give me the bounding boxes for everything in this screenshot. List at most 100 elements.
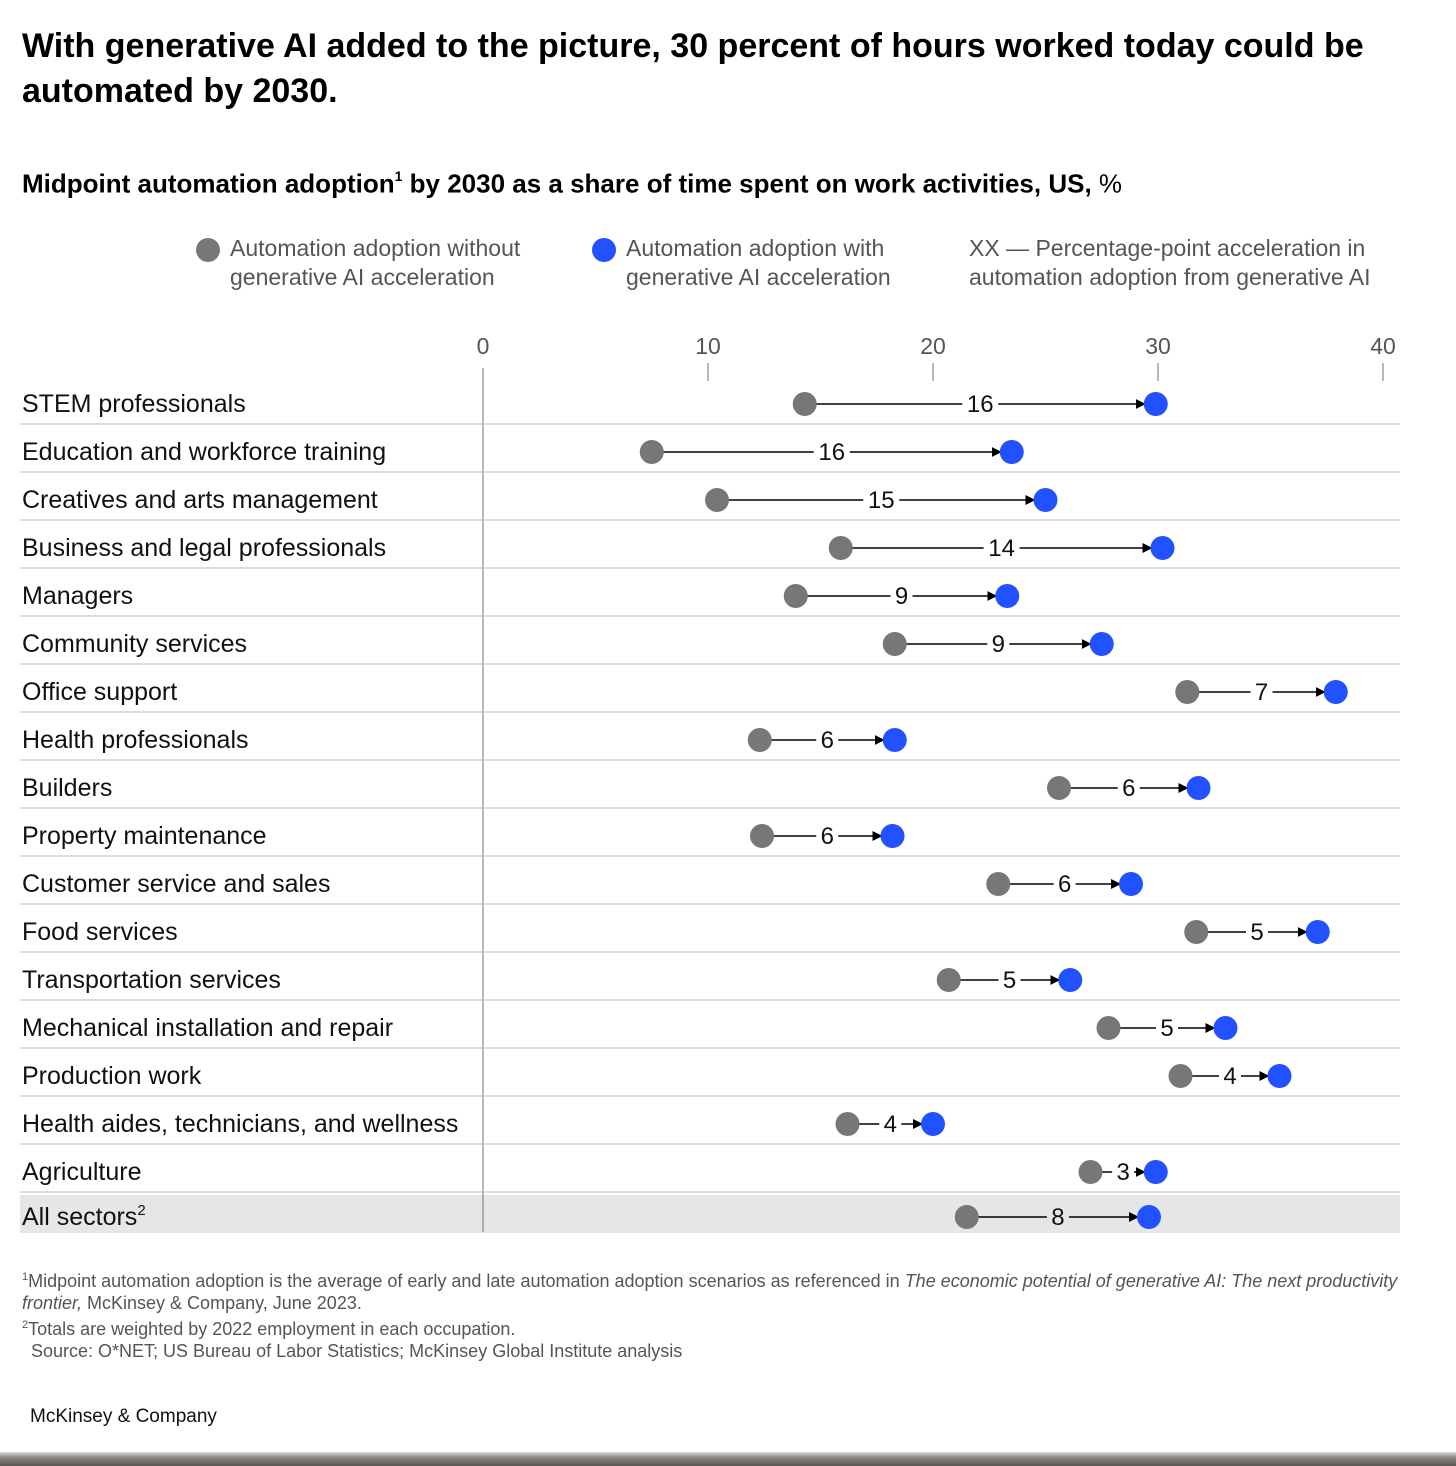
dumbbell-chart: 0 10 20 30 40 STEM professionals 16 Education a…: [20, 333, 1400, 1233]
dot-without: [1168, 1064, 1193, 1088]
legend-without-dot: [196, 238, 220, 262]
legend-without: Automation adoption without generative A…: [196, 234, 570, 292]
row-label: Customer service and sales: [22, 870, 330, 898]
dot-with: [1137, 1205, 1161, 1229]
legend-with-dot: [592, 238, 616, 262]
row-label: Community services: [22, 630, 247, 658]
row-label: Builders: [22, 774, 112, 802]
delta-label: 14: [988, 535, 1015, 562]
dot-without: [954, 1205, 979, 1229]
delta-label: 3: [1116, 1159, 1129, 1186]
dot-with: [880, 824, 905, 848]
footnote-1: 1Midpoint automation adoption is the ave…: [22, 1266, 1422, 1314]
dot-with: [1150, 536, 1175, 560]
legend-with: Automation adoption with generative AI a…: [592, 234, 966, 292]
subtitle-footnote-marker: 1: [394, 168, 403, 184]
dot-with: [882, 728, 907, 752]
row-label-footnote-marker: 2: [137, 1202, 145, 1219]
dot-without: [1078, 1160, 1103, 1184]
dot-without: [639, 440, 664, 464]
row-label: Property maintenance: [22, 822, 267, 850]
delta-label: 5: [1160, 1015, 1173, 1042]
delta-label: 4: [1223, 1063, 1236, 1090]
delta-label: 5: [1250, 919, 1263, 946]
dot-with: [1186, 776, 1211, 800]
dot-with: [999, 440, 1024, 464]
chart-subtitle: Midpoint automation adoption1 by 2030 as…: [22, 160, 1422, 202]
footnote-2-marker: 2: [22, 1319, 29, 1331]
footnote-2: 2Totals are weighted by 2022 employment …: [22, 1314, 1422, 1340]
dot-with: [1058, 968, 1083, 992]
delta-label: 4: [884, 1111, 897, 1138]
x-tick-label: 10: [695, 333, 721, 359]
dot-without: [986, 872, 1011, 896]
delta-label: 16: [818, 439, 845, 466]
dot-without: [882, 632, 907, 656]
legend-with-label: Automation adoption with generative AI a…: [626, 235, 891, 290]
delta-label: 7: [1255, 679, 1268, 706]
dot-without: [705, 488, 729, 512]
dot-without: [747, 728, 772, 752]
dot-without: [1184, 920, 1209, 944]
subtitle-unit: %: [1091, 168, 1123, 199]
footnote-1-tail: McKinsey & Company, June 2023.: [82, 1293, 362, 1313]
delta-label: 9: [895, 583, 908, 610]
dot-with: [921, 1112, 945, 1136]
row-label: Mechanical installation and repair: [22, 1014, 393, 1042]
dot-without: [828, 536, 853, 560]
footnote-2-text: Totals are weighted by 2022 employment i…: [28, 1319, 516, 1339]
row-label: Managers: [22, 582, 133, 610]
delta-label: 6: [821, 823, 834, 850]
row-label: Health professionals: [22, 726, 249, 754]
dot-without: [1175, 680, 1200, 704]
source-note: Source: O*NET; US Bureau of Labor Statis…: [31, 1341, 683, 1361]
brand-logo-text: McKinsey & Company: [30, 1406, 217, 1427]
delta-label: 6: [1122, 775, 1135, 802]
dot-with: [1323, 680, 1348, 704]
row-label: Business and legal professionals: [22, 534, 386, 562]
delta-label: 5: [1003, 967, 1016, 994]
dot-with: [1213, 1016, 1238, 1040]
legend-without-label: Automation adoption without generative A…: [230, 235, 521, 290]
footnote-1-publication: The economic potential of generative AI:…: [22, 1271, 1398, 1313]
dot-without: [936, 968, 961, 992]
delta-label: 6: [821, 727, 834, 754]
delta-label: 16: [967, 391, 994, 418]
dot-without: [1096, 1016, 1121, 1040]
dot-with: [1143, 1160, 1168, 1184]
x-tick-label: 30: [1145, 333, 1171, 359]
dot-without: [835, 1112, 860, 1136]
legend-xx: XX — Percentage-point acceleration in au…: [969, 234, 1409, 292]
dot-with: [1267, 1064, 1292, 1088]
delta-label: 9: [992, 631, 1005, 658]
dot-without: [750, 824, 774, 848]
chart-title: With generative AI added to the picture,…: [22, 27, 1364, 110]
x-tick-label: 20: [920, 333, 946, 359]
row-label: Education and workforce training: [22, 438, 386, 466]
row-label: All sectors2: [22, 1202, 146, 1231]
row-label: Food services: [22, 918, 178, 946]
delta-label: 6: [1058, 871, 1071, 898]
row-label: STEM professionals: [22, 390, 246, 418]
summary-row-band: [20, 1195, 1400, 1233]
footnote-1-text: Midpoint automation adoption is the aver…: [28, 1271, 905, 1291]
subtitle-bold-continued: by 2030 as a share of time spent on work…: [402, 168, 1092, 199]
row-label: Office support: [22, 678, 177, 706]
dot-with: [1089, 632, 1114, 656]
dot-with: [1305, 920, 1330, 944]
dot-with: [1119, 872, 1143, 896]
window-bottom-edge: [0, 1452, 1456, 1466]
row-label: Health aides, technicians, and wellness: [22, 1110, 458, 1138]
x-tick-label: 0: [477, 333, 490, 359]
subtitle-bold: Midpoint automation adoption: [22, 168, 395, 199]
delta-label: 8: [1051, 1204, 1064, 1231]
dot-with: [1033, 488, 1058, 512]
dot-with: [1143, 392, 1168, 416]
dot-without: [792, 392, 817, 416]
dot-without: [1047, 776, 1071, 800]
footnotes: 1Midpoint automation adoption is the ave…: [22, 1266, 1422, 1362]
dot-with: [995, 584, 1020, 608]
row-label: Transportation services: [22, 966, 281, 994]
footnote-1-marker: 1: [22, 1271, 29, 1283]
legend-xx-label: XX — Percentage-point acceleration in au…: [969, 235, 1371, 290]
